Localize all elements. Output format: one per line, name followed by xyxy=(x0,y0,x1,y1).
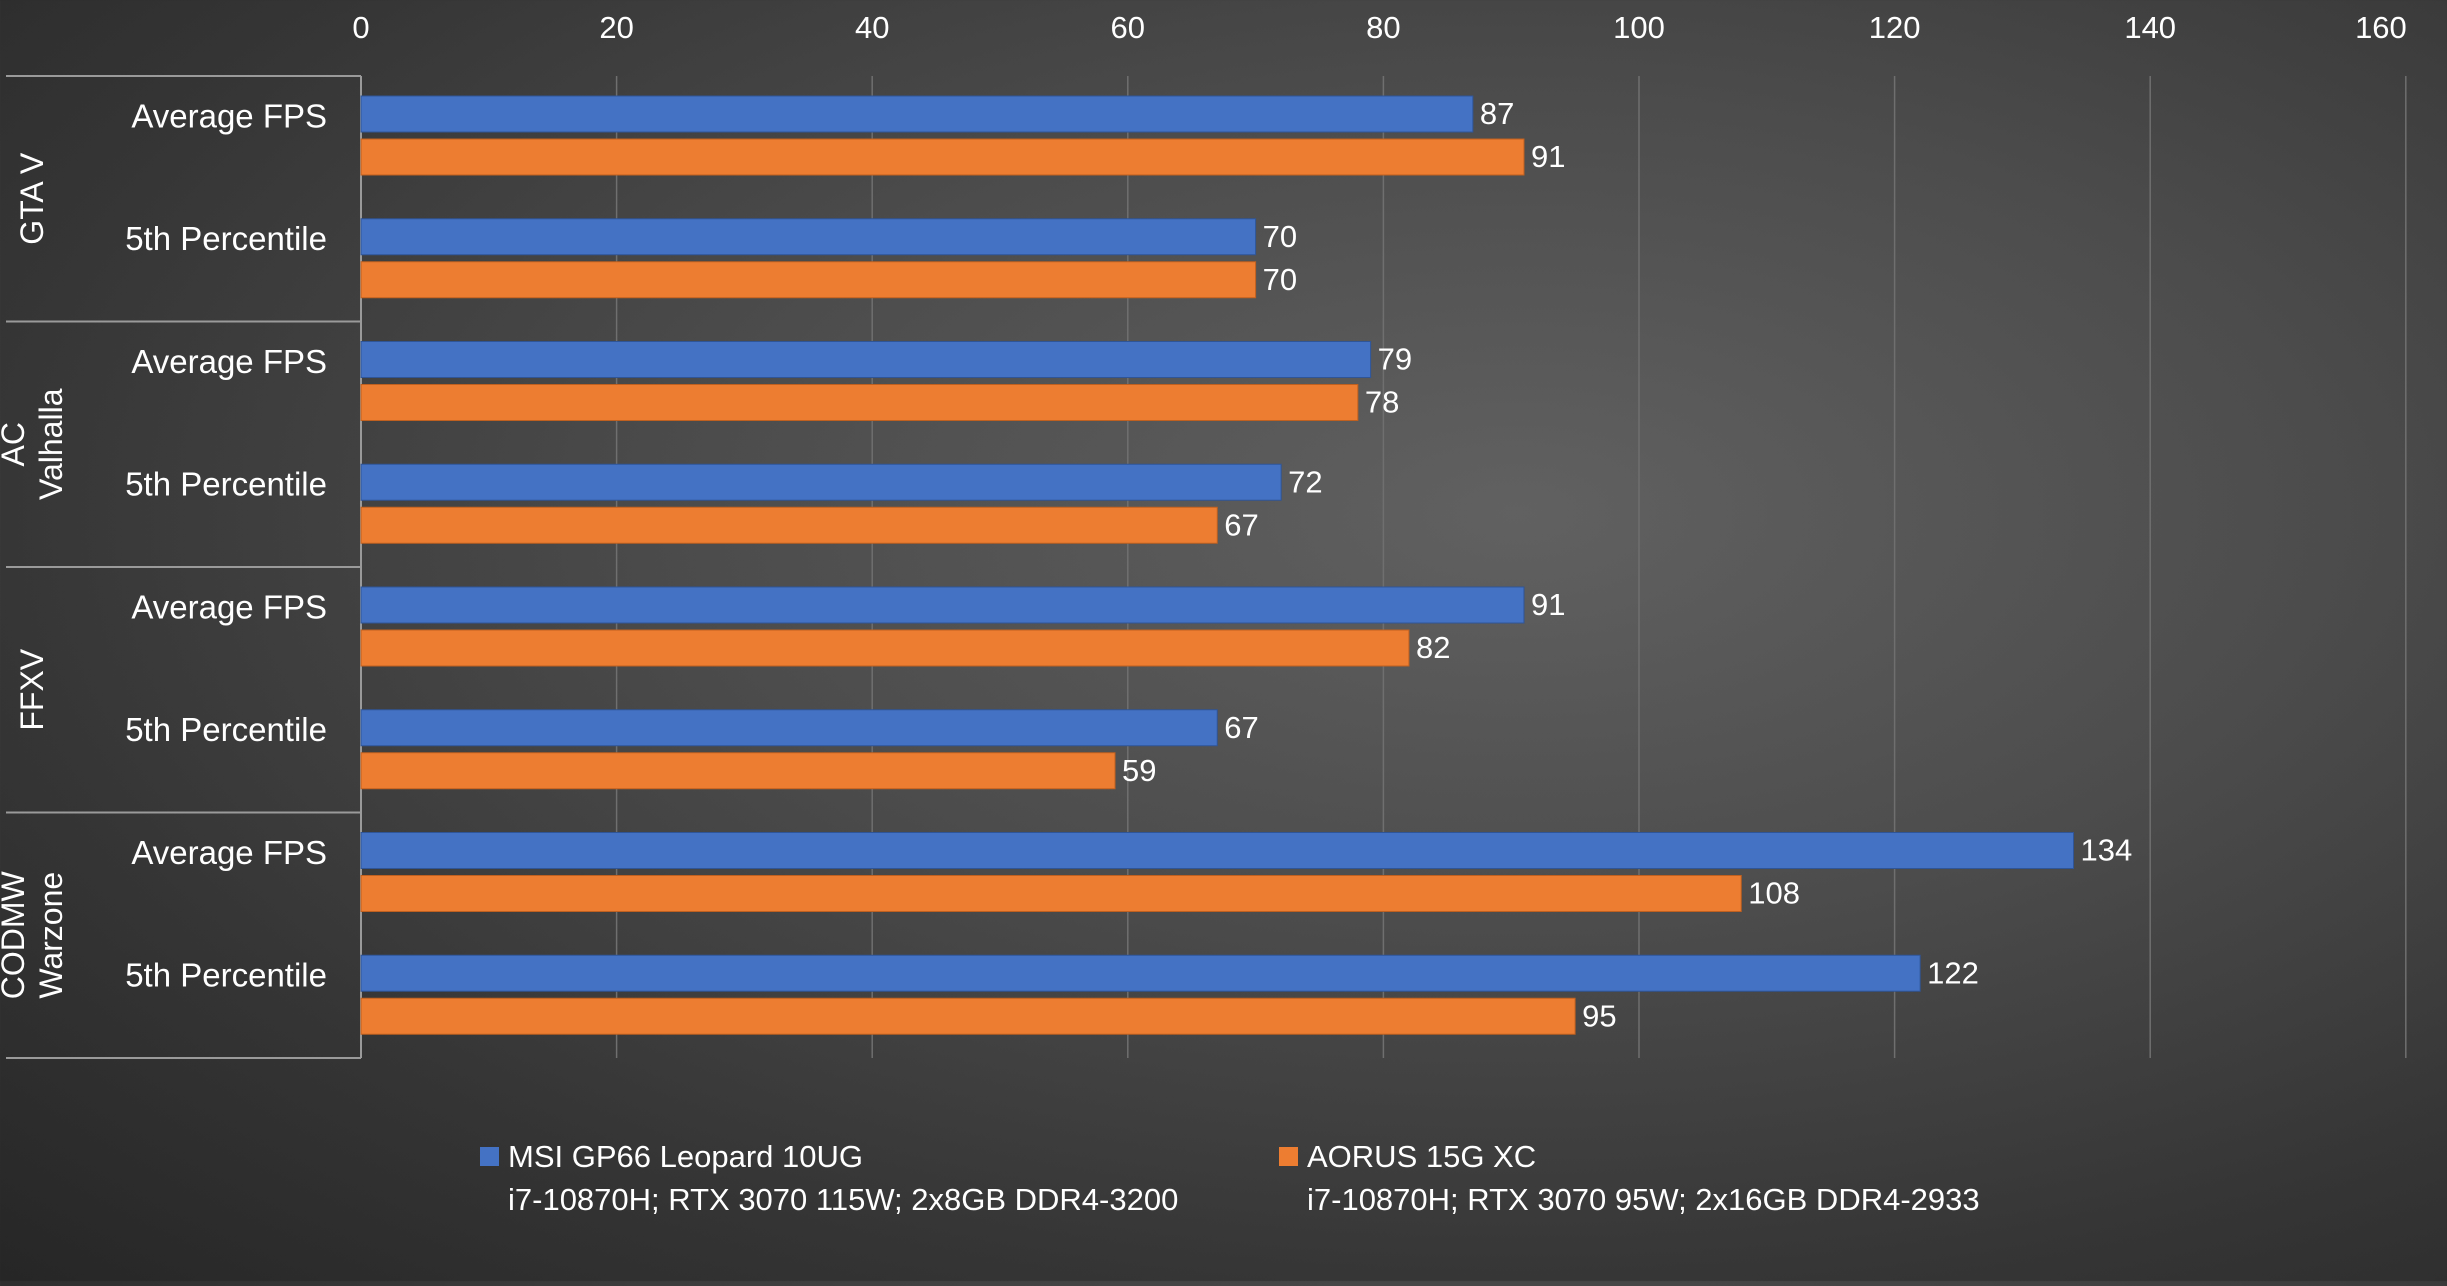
value-label-series1-1: 70 xyxy=(1263,262,1297,297)
value-label-series1-0: 91 xyxy=(1531,139,1565,174)
category-label-4: Average FPS xyxy=(131,588,327,625)
x-tick-label-100: 100 xyxy=(1613,10,1665,45)
legend-swatch-1 xyxy=(1279,1147,1298,1166)
value-label-series0-3: 72 xyxy=(1288,464,1322,499)
category-label-0: Average FPS xyxy=(131,97,327,134)
legend-detail-0: i7-10870H; RTX 3070 115W; 2x8GB DDR4-320… xyxy=(508,1182,1178,1217)
group-label-0: GTA V xyxy=(14,152,50,245)
bar-series0-5 xyxy=(360,709,1218,747)
x-tick-label-40: 40 xyxy=(855,10,889,45)
bar-series0-4 xyxy=(360,586,1525,624)
bar-series0-3 xyxy=(360,463,1282,501)
value-label-series0-1: 70 xyxy=(1263,219,1297,254)
value-label-series0-7: 122 xyxy=(1927,955,1979,990)
category-label-3: 5th Percentile xyxy=(125,466,327,503)
bar-series0-7 xyxy=(360,954,1921,992)
value-label-series0-0: 87 xyxy=(1480,96,1514,131)
bar-series1-6 xyxy=(360,875,1742,912)
category-label-2: Average FPS xyxy=(131,343,327,380)
bar-series1-4 xyxy=(360,629,1410,667)
group-label-2: FFXV xyxy=(14,648,50,730)
bar-series1-7 xyxy=(360,997,1576,1035)
group-labels: GTA V ACValhalla FFXV CODMWWarzone xyxy=(0,152,69,999)
value-label-series0-5: 67 xyxy=(1224,710,1258,745)
x-tick-label-80: 80 xyxy=(1366,10,1400,45)
bar-series0-1 xyxy=(360,218,1257,256)
group-label-3: CODMWWarzone xyxy=(0,870,69,999)
bar-series1-0 xyxy=(360,138,1525,176)
group-label-line-3-0: CODMW xyxy=(0,870,31,999)
bar-series0-2 xyxy=(360,341,1372,378)
group-label-line-3-1: Warzone xyxy=(33,872,69,999)
bar-series1-5 xyxy=(360,752,1116,790)
category-label-1: 5th Percentile xyxy=(125,220,327,257)
category-label-7: 5th Percentile xyxy=(125,957,327,994)
value-label-series0-4: 91 xyxy=(1531,587,1565,622)
value-label-series1-2: 78 xyxy=(1365,385,1399,420)
group-label-line-1-1: Valhalla xyxy=(33,388,69,500)
legend-detail-1: i7-10870H; RTX 3070 95W; 2x16GB DDR4-293… xyxy=(1307,1182,1980,1217)
group-label-1: ACValhalla xyxy=(0,388,69,500)
x-tick-label-140: 140 xyxy=(2124,10,2176,45)
bar-series1-1 xyxy=(360,261,1257,299)
value-label-series1-7: 95 xyxy=(1582,998,1616,1033)
x-tick-label-160: 160 xyxy=(2355,10,2407,45)
value-label-series1-3: 67 xyxy=(1224,507,1258,542)
x-tick-label-20: 20 xyxy=(599,10,633,45)
legend: MSI GP66 Leopard 10UG i7-10870H; RTX 3070… xyxy=(480,1139,1980,1217)
x-tick-label-0: 0 xyxy=(352,10,369,45)
value-label-series1-6: 108 xyxy=(1748,876,1800,911)
value-label-series1-4: 82 xyxy=(1416,630,1450,665)
value-label-series0-2: 79 xyxy=(1378,342,1412,377)
bar-series1-3 xyxy=(360,506,1218,544)
bar-series1-2 xyxy=(360,384,1359,421)
group-label-line-1-0: AC xyxy=(0,422,31,466)
legend-name-0: MSI GP66 Leopard 10UG xyxy=(508,1139,863,1174)
x-axis-ticks: 0 20 40 60 80 100 120 140 160 xyxy=(352,10,2406,45)
category-label-5: 5th Percentile xyxy=(125,711,327,748)
category-labels: Average FPS 5th Percentile Average FPS 5th … xyxy=(125,97,327,993)
value-label-series0-6: 134 xyxy=(2081,833,2133,868)
value-label-series1-5: 59 xyxy=(1122,753,1156,788)
bars xyxy=(360,95,2075,1035)
bar-series0-6 xyxy=(360,832,2075,869)
value-labels: 87 91 70 70 79 78 72 67 91 82 67 59 134 108 122 95 xyxy=(1122,96,2132,1033)
group-label-line-2-0: FFXV xyxy=(14,648,50,730)
x-tick-label-120: 120 xyxy=(1869,10,1921,45)
bar-series0-0 xyxy=(360,95,1474,133)
group-label-line-0-0: GTA V xyxy=(14,152,50,245)
x-tick-label-60: 60 xyxy=(1111,10,1145,45)
legend-swatch-0 xyxy=(480,1147,499,1166)
category-label-6: Average FPS xyxy=(131,834,327,871)
legend-name-1: AORUS 15G XC xyxy=(1307,1139,1536,1174)
